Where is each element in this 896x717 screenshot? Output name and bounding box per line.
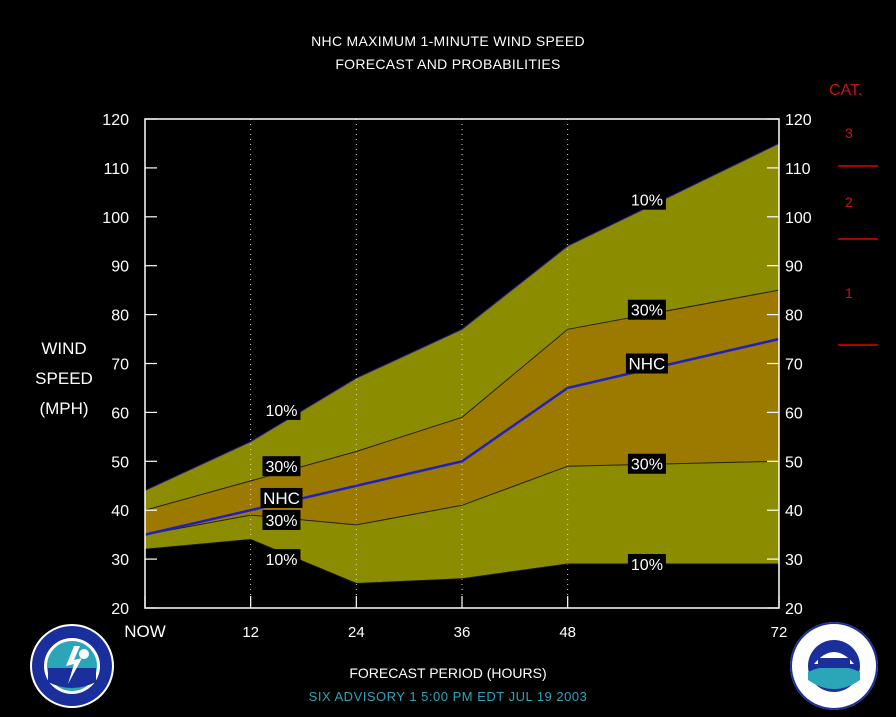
y-tick-label-right-20: 20 (785, 601, 803, 618)
band-label-1: 30% (265, 459, 297, 476)
band-label-8: 30% (631, 457, 663, 474)
x-tick-label-24: 24 (348, 624, 365, 641)
band-label-3: 30% (265, 513, 297, 530)
category-3-threshold-line (838, 165, 878, 167)
y-tick-label-left-50: 50 (111, 454, 129, 471)
y-tick-label-right-120: 120 (785, 112, 812, 129)
category-title: CAT. (829, 82, 863, 99)
band-label-bg-6 (627, 299, 666, 320)
y-axis-label-line1: WIND (41, 339, 87, 358)
band-label-5: 10% (631, 193, 663, 210)
x-tick-label-NOW: NOW (124, 622, 166, 641)
y-axis-label-line3: (MPH) (39, 399, 89, 418)
y-tick-label-right-90: 90 (785, 259, 803, 276)
series-10pct-lower-line (144, 538, 779, 585)
band-label-7: NHC (628, 355, 665, 374)
y-tick-label-left-90: 90 (111, 259, 129, 276)
y-tick-label-right-60: 60 (785, 405, 803, 422)
y-tick-label-left-100: 100 (102, 210, 129, 227)
y-tick-label-left-120: 120 (102, 112, 129, 129)
series-nhc-line (144, 337, 780, 536)
band-label-2: NHC (263, 489, 300, 508)
x-axis-label: FORECAST PERIOD (HOURS) (349, 665, 547, 681)
y-tick-label-left-30: 30 (111, 552, 129, 569)
probability-bands (145, 143, 779, 584)
chart-title-line2: FORECAST AND PROBABILITIES (335, 56, 561, 72)
wind-speed-chart: 20 20 30 30 40 40 50 50 60 60 70 70 80 80 90 90 100 100 11… (102, 112, 812, 641)
band-label-bg-0 (262, 399, 301, 420)
advisory-text: SIX ADVISORY 1 5:00 PM EDT JUL 19 2003 (308, 689, 588, 704)
axis-ticks: 20 20 30 30 40 40 50 50 60 60 70 70 80 80 90 90 100 100 11… (102, 112, 812, 641)
band-label-bg-1 (262, 456, 301, 477)
y-tick-label-left-110: 110 (103, 161, 129, 178)
y-tick-label-right-40: 40 (785, 503, 803, 520)
y-tick-label-right-70: 70 (785, 357, 803, 374)
y-tick-label-left-60: 60 (111, 405, 129, 422)
x-tick-label-36: 36 (454, 624, 471, 641)
band-label-bg-7 (625, 353, 668, 374)
band-label-0: 10% (265, 403, 297, 420)
category-3-label: 3 (845, 125, 853, 141)
y-tick-label-right-30: 30 (785, 552, 803, 569)
noaa-logo (788, 620, 880, 717)
x-tick-label-48: 48 (559, 624, 576, 641)
x-tick-label-72: 72 (771, 624, 788, 641)
series-10pct-upper-line (144, 143, 780, 492)
series-30pct-lower-line (144, 460, 780, 536)
band-label-bg-2 (260, 487, 303, 508)
forecast-lines (144, 143, 780, 585)
y-tick-label-right-110: 110 (785, 161, 811, 178)
chart-title-line1: NHC MAXIMUM 1-MINUTE WIND SPEED (311, 33, 585, 49)
band-label-4: 10% (265, 552, 297, 569)
band-label-9: 10% (631, 557, 663, 574)
y-tick-label-left-40: 40 (111, 503, 129, 520)
y-tick-label-left-20: 20 (111, 601, 129, 618)
band-label-bg-4 (262, 549, 301, 570)
nws-logo (28, 622, 116, 715)
category-2-threshold-line (838, 238, 878, 240)
y-tick-label-right-80: 80 (785, 308, 803, 325)
y-tick-label-left-80: 80 (111, 308, 129, 325)
series-30pct-upper-line (144, 289, 780, 511)
band-label-bg-5 (627, 189, 666, 210)
category-1-threshold-line (838, 344, 878, 346)
band-label-bg-3 (262, 509, 301, 530)
category-1-label: 1 (845, 285, 853, 301)
y-axis-label-line2: SPEED (35, 369, 93, 388)
y-tick-label-left-70: 70 (111, 357, 129, 374)
inner-30pct-band (145, 290, 779, 535)
band-label-bg-9 (627, 553, 666, 574)
band-label-bg-8 (627, 453, 666, 474)
band-labels: 10% 30% NHC 30% 10% 10% 30% NHC 30% 10% (260, 189, 668, 574)
category-2-label: 2 (845, 194, 853, 210)
x-tick-label-12: 12 (242, 624, 259, 641)
y-tick-label-right-100: 100 (785, 210, 812, 227)
band-label-6: 30% (631, 303, 663, 320)
y-tick-label-right-50: 50 (785, 454, 803, 471)
